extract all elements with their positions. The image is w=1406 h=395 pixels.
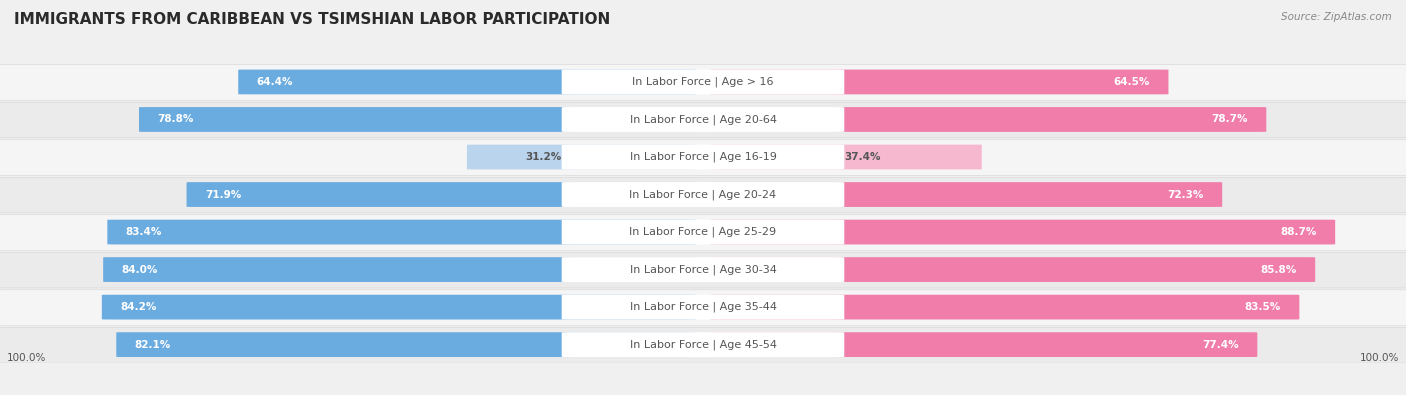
- FancyBboxPatch shape: [117, 332, 696, 357]
- FancyBboxPatch shape: [0, 102, 1406, 138]
- Text: In Labor Force | Age 30-34: In Labor Force | Age 30-34: [630, 264, 776, 275]
- FancyBboxPatch shape: [562, 295, 844, 320]
- Text: In Labor Force | Age 16-19: In Labor Force | Age 16-19: [630, 152, 776, 162]
- FancyBboxPatch shape: [0, 327, 1406, 363]
- Text: 82.1%: 82.1%: [135, 340, 170, 350]
- Text: In Labor Force | Age 20-64: In Labor Force | Age 20-64: [630, 114, 776, 125]
- FancyBboxPatch shape: [0, 65, 1406, 100]
- Text: 100.0%: 100.0%: [1360, 353, 1399, 363]
- FancyBboxPatch shape: [0, 252, 1406, 288]
- FancyBboxPatch shape: [187, 182, 696, 207]
- FancyBboxPatch shape: [710, 332, 1257, 357]
- Text: In Labor Force | Age 25-29: In Labor Force | Age 25-29: [630, 227, 776, 237]
- Text: 84.2%: 84.2%: [120, 302, 156, 312]
- FancyBboxPatch shape: [562, 182, 844, 207]
- FancyBboxPatch shape: [562, 107, 844, 132]
- Text: 64.5%: 64.5%: [1114, 77, 1150, 87]
- Text: In Labor Force | Age > 16: In Labor Force | Age > 16: [633, 77, 773, 87]
- FancyBboxPatch shape: [103, 257, 696, 282]
- FancyBboxPatch shape: [0, 215, 1406, 250]
- FancyBboxPatch shape: [0, 177, 1406, 213]
- FancyBboxPatch shape: [107, 220, 696, 245]
- FancyBboxPatch shape: [562, 145, 844, 169]
- FancyBboxPatch shape: [238, 70, 696, 94]
- FancyBboxPatch shape: [710, 182, 1222, 207]
- Text: 100.0%: 100.0%: [7, 353, 46, 363]
- Text: 83.5%: 83.5%: [1244, 302, 1281, 312]
- Text: 78.7%: 78.7%: [1212, 115, 1249, 124]
- FancyBboxPatch shape: [562, 257, 844, 282]
- Text: 37.4%: 37.4%: [844, 152, 880, 162]
- FancyBboxPatch shape: [467, 145, 696, 169]
- Text: 78.8%: 78.8%: [157, 115, 194, 124]
- FancyBboxPatch shape: [562, 70, 844, 94]
- FancyBboxPatch shape: [710, 220, 1336, 245]
- Text: 88.7%: 88.7%: [1281, 227, 1317, 237]
- FancyBboxPatch shape: [101, 295, 696, 320]
- FancyBboxPatch shape: [562, 332, 844, 357]
- Text: 64.4%: 64.4%: [256, 77, 292, 87]
- Text: IMMIGRANTS FROM CARIBBEAN VS TSIMSHIAN LABOR PARTICIPATION: IMMIGRANTS FROM CARIBBEAN VS TSIMSHIAN L…: [14, 12, 610, 27]
- Text: 85.8%: 85.8%: [1261, 265, 1296, 275]
- Text: Source: ZipAtlas.com: Source: ZipAtlas.com: [1281, 12, 1392, 22]
- Text: 71.9%: 71.9%: [205, 190, 240, 199]
- FancyBboxPatch shape: [710, 295, 1299, 320]
- Text: In Labor Force | Age 45-54: In Labor Force | Age 45-54: [630, 339, 776, 350]
- Text: 84.0%: 84.0%: [121, 265, 157, 275]
- FancyBboxPatch shape: [139, 107, 696, 132]
- FancyBboxPatch shape: [710, 257, 1315, 282]
- Text: In Labor Force | Age 20-24: In Labor Force | Age 20-24: [630, 189, 776, 200]
- Text: 31.2%: 31.2%: [526, 152, 562, 162]
- FancyBboxPatch shape: [710, 70, 1168, 94]
- FancyBboxPatch shape: [0, 140, 1406, 175]
- Text: In Labor Force | Age 35-44: In Labor Force | Age 35-44: [630, 302, 776, 312]
- FancyBboxPatch shape: [710, 107, 1267, 132]
- Text: 83.4%: 83.4%: [125, 227, 162, 237]
- FancyBboxPatch shape: [562, 220, 844, 245]
- Text: 77.4%: 77.4%: [1202, 340, 1239, 350]
- FancyBboxPatch shape: [0, 290, 1406, 325]
- Text: 72.3%: 72.3%: [1167, 190, 1204, 199]
- FancyBboxPatch shape: [710, 145, 981, 169]
